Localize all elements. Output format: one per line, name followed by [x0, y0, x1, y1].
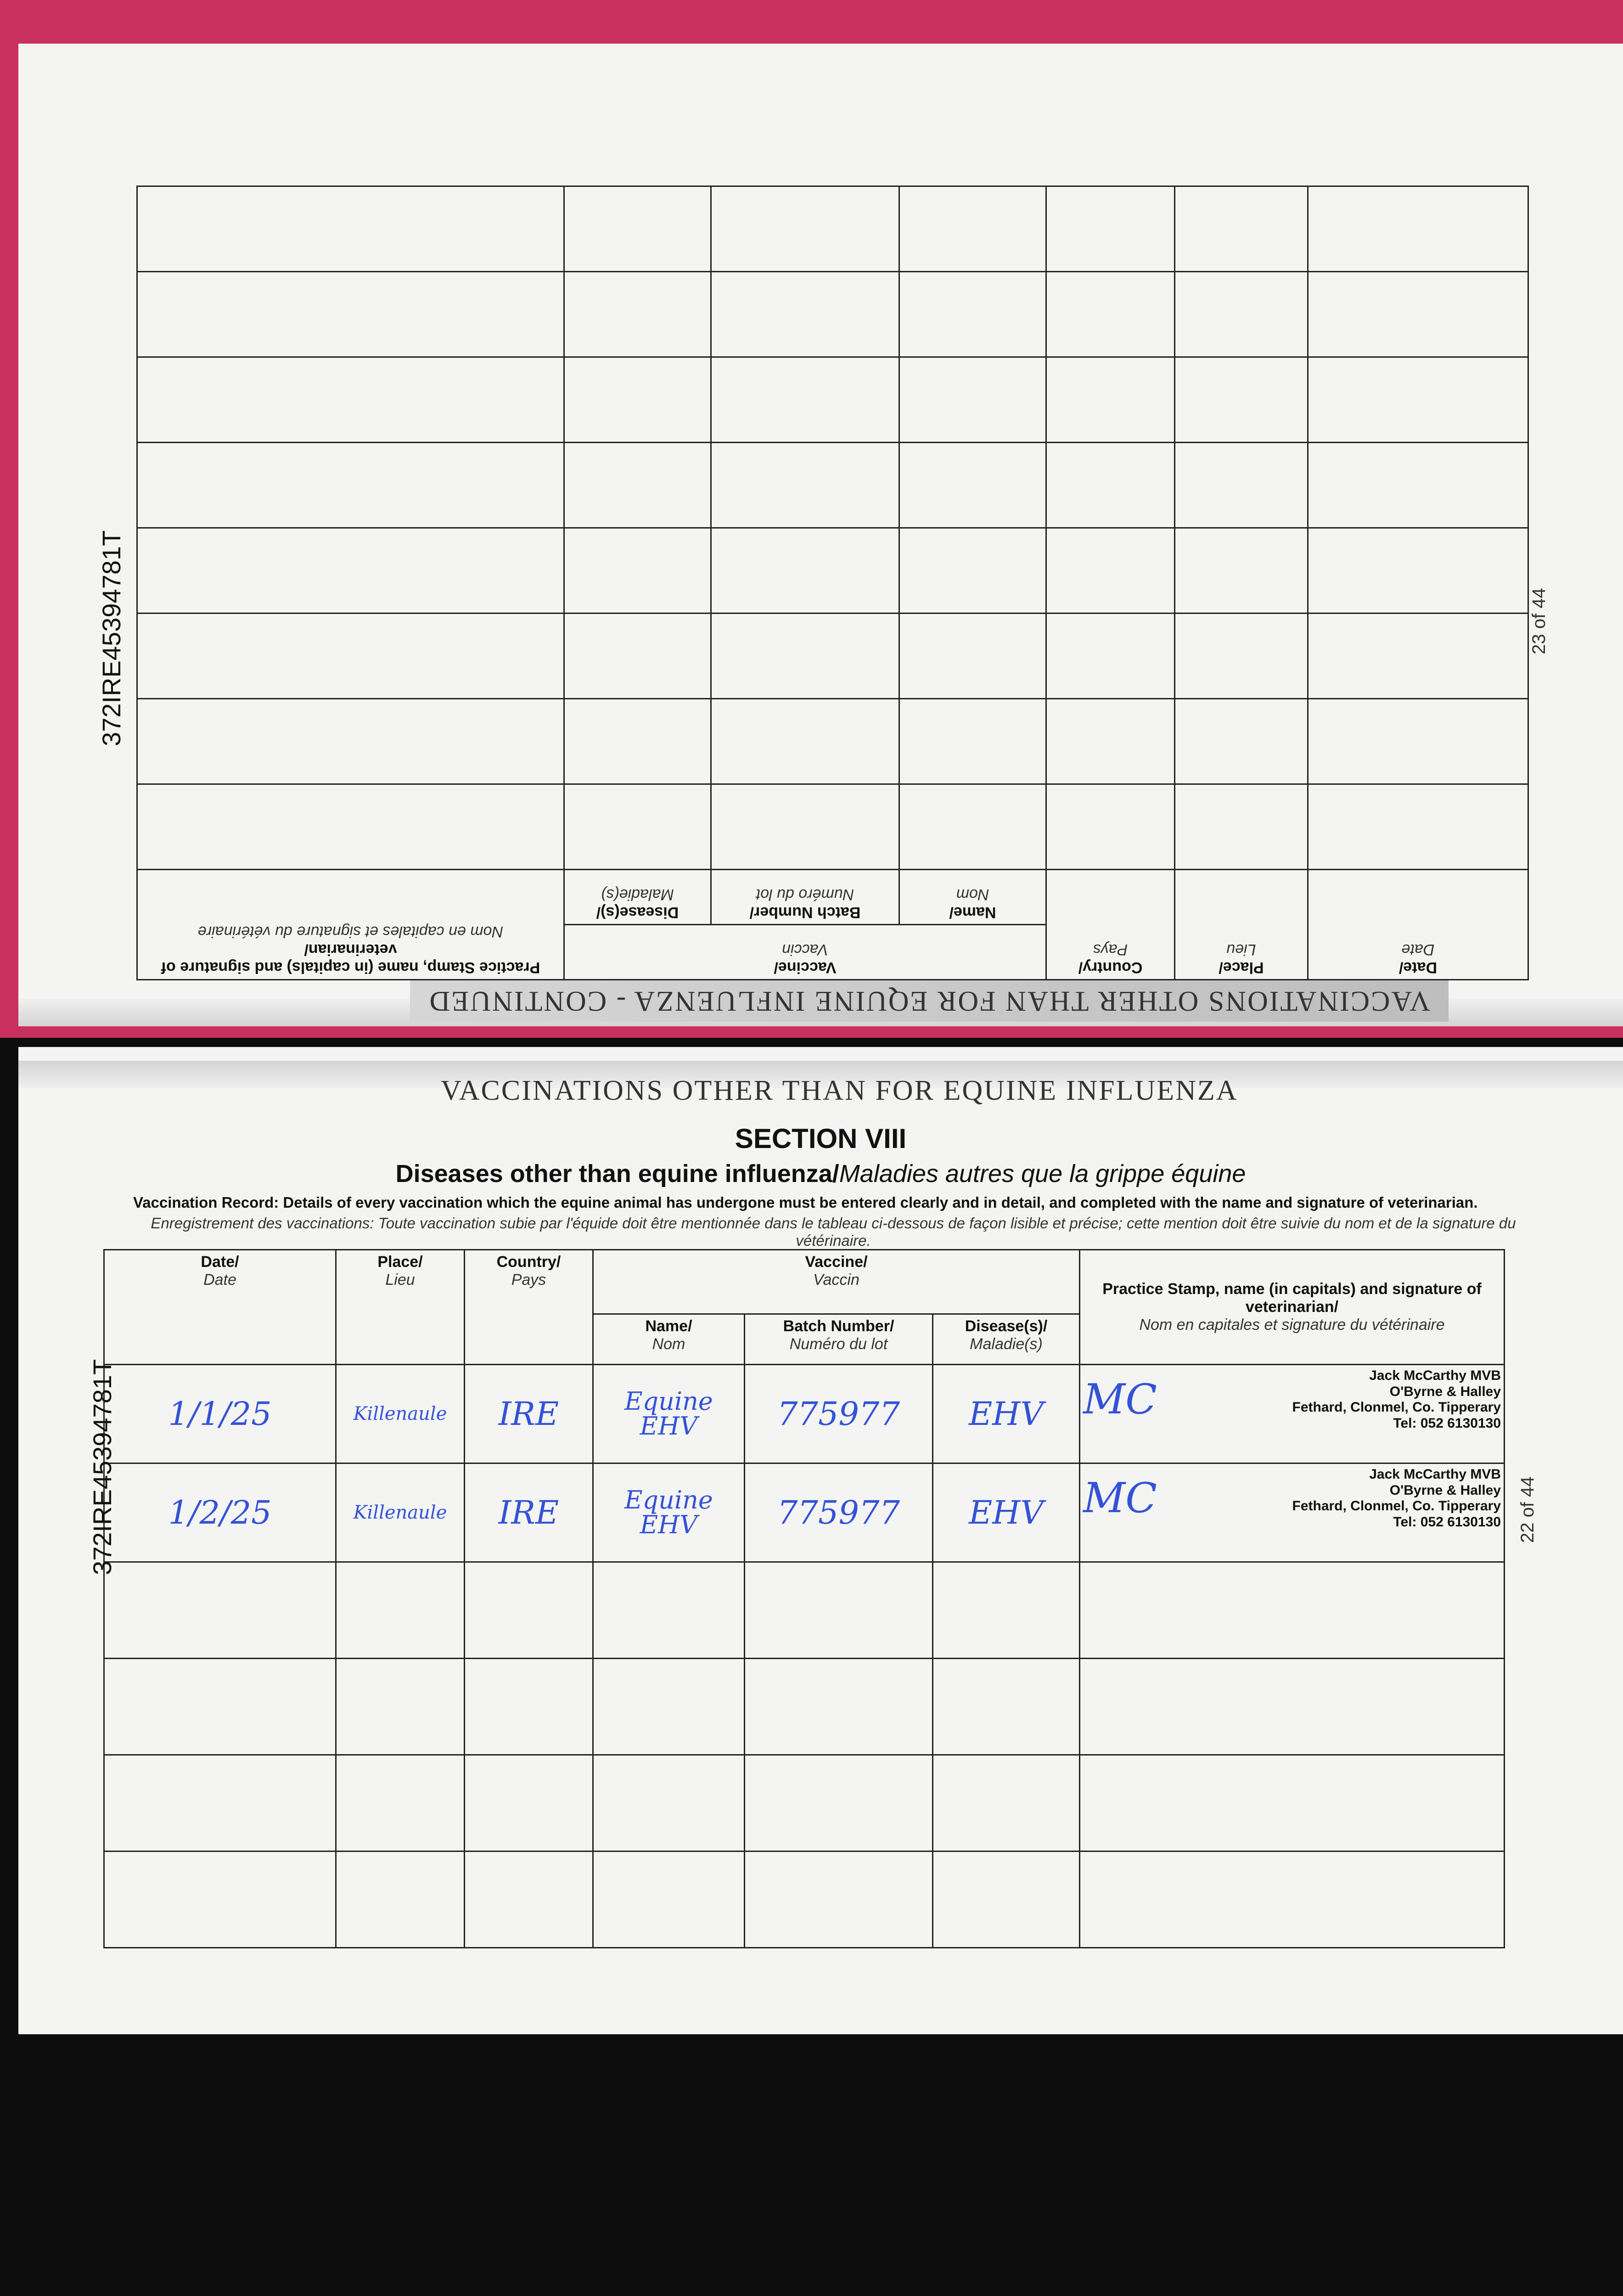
vet-signature: MC [1083, 1474, 1157, 1522]
header-country: Country/Pays [464, 1249, 594, 1365]
table-row [137, 784, 1528, 870]
header-vaccine: Vaccine/Vaccin [564, 924, 1046, 980]
cell-vaccine-name: Equine EHV [592, 1463, 745, 1563]
table-row [103, 1561, 1505, 1659]
header-disease: Disease(s)/Maladie(s) [932, 1313, 1081, 1365]
lower-page: VACCINATIONS OTHER THAN FOR EQUINE INFLU… [18, 1047, 1623, 2034]
vet-signature: MC [1083, 1375, 1157, 1424]
instructions: Vaccination Record: Details of every vac… [133, 1194, 1478, 1211]
lower-document-id: 372IRE45394781T [88, 1359, 117, 1575]
upper-vaccination-table: Date/Date Place/Lieu Country/Pays Vaccin… [136, 186, 1529, 980]
table-row [137, 442, 1528, 528]
header-name: Name/Nom [592, 1313, 745, 1365]
upper-page-number: 23 of 44 [1529, 588, 1549, 654]
cell-stamp: MC Jack McCarthy MVB O'Byrne & Halley Feth… [1079, 1463, 1505, 1563]
cell-vaccine-name: Equine EHV [592, 1364, 745, 1464]
cell-date: 1/1/25 [103, 1364, 337, 1464]
cell-date: 1/2/25 [103, 1463, 337, 1563]
header-disease: Disease(s)/Maladie(s) [564, 869, 711, 925]
upper-page: VACCINATIONS OTHER THAN FOR EQUINE INFLU… [18, 44, 1623, 1026]
table-row [137, 698, 1528, 784]
header-date: Date/Date [103, 1249, 337, 1365]
cell-disease: EHV [932, 1364, 1081, 1464]
upper-banner: VACCINATIONS OTHER THAN FOR EQUINE INFLU… [410, 980, 1449, 1022]
header-batch: Batch Number/Numéro du lot [744, 1313, 933, 1365]
cell-disease: EHV [932, 1463, 1081, 1563]
header-vaccine: Vaccine/Vaccin [592, 1249, 1081, 1315]
table-row [137, 186, 1528, 272]
header-name: Name/Nom [899, 869, 1046, 925]
vaccination-table: Date/Date Place/Lieu Country/Pays Vaccin… [103, 1249, 1505, 1948]
table-row [137, 357, 1528, 443]
section-subtitle: Diseases other than equine influenza/Mal… [395, 1160, 1246, 1187]
upper-page-rotated: VACCINATIONS OTHER THAN FOR EQUINE INFLU… [18, 44, 1623, 1026]
table-row [137, 271, 1528, 357]
cell-country: IRE [464, 1463, 594, 1563]
lower-page-number: 22 of 44 [1517, 1476, 1538, 1543]
table-row [103, 1851, 1505, 1948]
header-date: Date/Date [1308, 869, 1528, 980]
practice-stamp: Jack McCarthy MVB O'Byrne & Halley Fethard… [1292, 1368, 1501, 1431]
table-row: 1/2/25 Killenaule IRE Equine EHV 775977 … [103, 1463, 1505, 1563]
cell-batch: 775977 [744, 1463, 933, 1563]
header-place: Place/Lieu [335, 1249, 465, 1365]
section-title: SECTION VIII [735, 1123, 907, 1154]
header-place: Place/Lieu [1174, 869, 1308, 980]
table-row: 1/1/25 Killenaule IRE Equine EHV 775977 … [103, 1364, 1505, 1464]
cell-stamp: MC Jack McCarthy MVB O'Byrne & Halley Feth… [1079, 1364, 1505, 1464]
lower-banner: VACCINATIONS OTHER THAN FOR EQUINE INFLU… [441, 1075, 1238, 1106]
table-row [137, 613, 1528, 699]
instructions-fr: Enregistrement des vaccinations: Toute v… [151, 1215, 1516, 1249]
practice-stamp: Jack McCarthy MVB O'Byrne & Halley Fethard… [1292, 1467, 1501, 1530]
upper-document-id: 372IRE45394781T [97, 530, 126, 746]
cell-batch: 775977 [744, 1364, 933, 1464]
header-country: Country/Pays [1046, 869, 1175, 980]
table-row [137, 528, 1528, 613]
table-row [103, 1754, 1505, 1852]
cell-country: IRE [464, 1364, 594, 1464]
table-row [103, 1658, 1505, 1756]
cell-place: Killenaule [335, 1463, 465, 1563]
cell-place: Killenaule [335, 1364, 465, 1464]
header-stamp: Practice Stamp, name (in capitals) and s… [137, 869, 564, 980]
header-batch: Batch Number/Numéro du lot [711, 869, 899, 925]
header-stamp: Practice Stamp, name (in capitals) and s… [1079, 1249, 1505, 1365]
